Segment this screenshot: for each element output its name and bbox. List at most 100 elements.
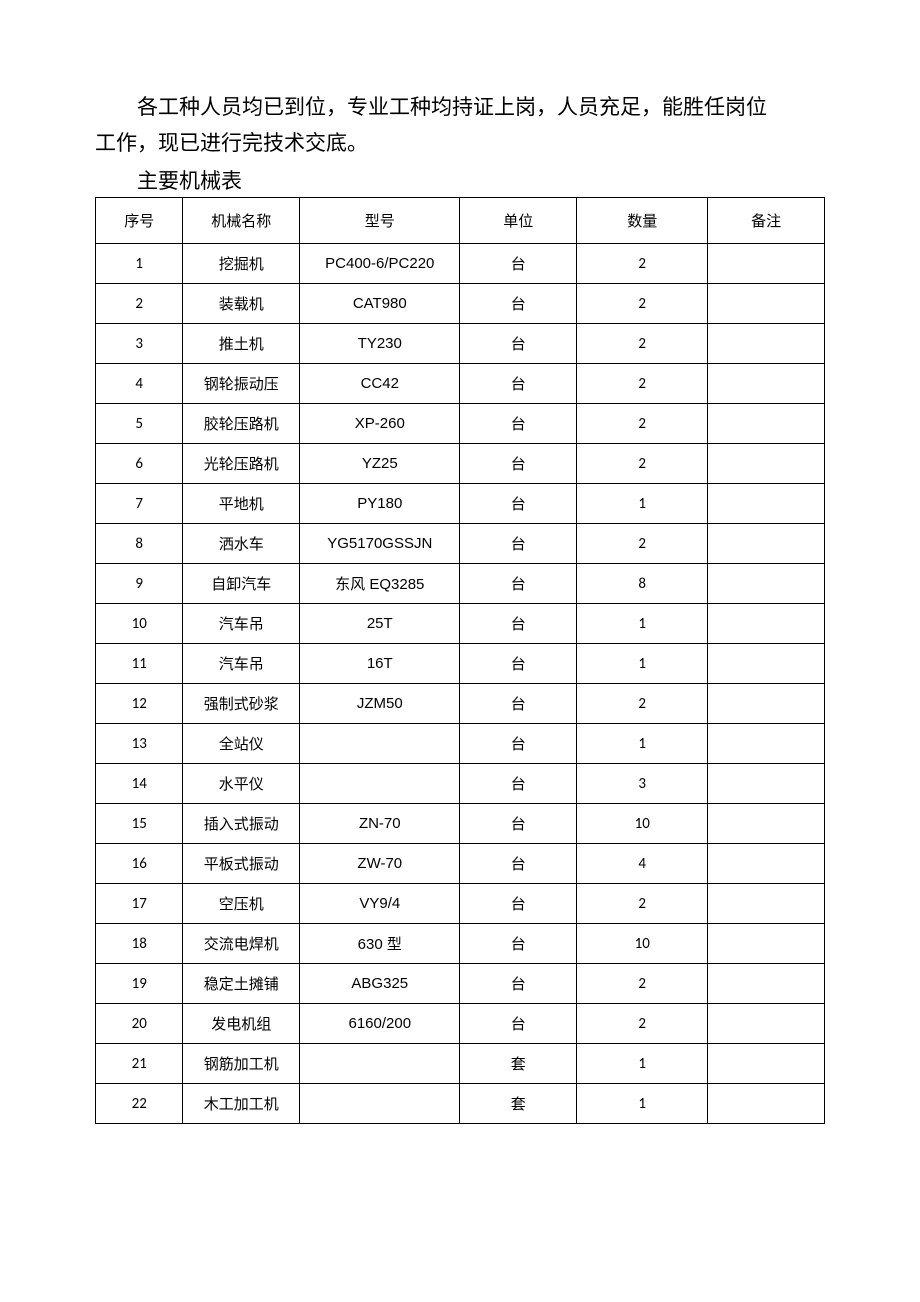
cell-qty: 2	[577, 884, 708, 924]
cell-seq: 21	[96, 1044, 183, 1084]
cell-note	[708, 724, 825, 764]
cell-qty: 10	[577, 804, 708, 844]
cell-unit: 台	[460, 724, 577, 764]
cell-unit: 台	[460, 644, 577, 684]
table-row: 11汽车吊16T台1	[96, 644, 825, 684]
machinery-table: 序号 机械名称 型号 单位 数量 备注 1挖掘机PC400-6/PC220台22…	[95, 197, 825, 1124]
cell-seq: 9	[96, 564, 183, 604]
cell-unit: 台	[460, 1004, 577, 1044]
cell-model: TY230	[300, 324, 460, 364]
table-row: 15插入式振动ZN-70台10	[96, 804, 825, 844]
cell-model: 630 型	[300, 924, 460, 964]
cell-qty: 1	[577, 1044, 708, 1084]
cell-qty: 2	[577, 444, 708, 484]
col-header-name: 机械名称	[183, 198, 300, 244]
cell-name: 装载机	[183, 284, 300, 324]
cell-model: 25T	[300, 604, 460, 644]
table-row: 13全站仪 台1	[96, 724, 825, 764]
cell-qty: 1	[577, 644, 708, 684]
cell-seq: 19	[96, 964, 183, 1004]
cell-model: CAT980	[300, 284, 460, 324]
cell-qty: 2	[577, 284, 708, 324]
cell-seq: 22	[96, 1084, 183, 1124]
cell-unit: 台	[460, 364, 577, 404]
cell-qty: 3	[577, 764, 708, 804]
cell-note	[708, 324, 825, 364]
cell-model: 6160/200	[300, 1004, 460, 1044]
cell-note	[708, 924, 825, 964]
cell-qty: 1	[577, 1084, 708, 1124]
cell-qty: 2	[577, 964, 708, 1004]
cell-seq: 6	[96, 444, 183, 484]
cell-qty: 2	[577, 1004, 708, 1044]
cell-model: ABG325	[300, 964, 460, 1004]
cell-name: 平地机	[183, 484, 300, 524]
cell-note	[708, 404, 825, 444]
cell-note	[708, 244, 825, 284]
cell-name: 交流电焊机	[183, 924, 300, 964]
cell-name: 稳定土摊铺	[183, 964, 300, 1004]
col-header-qty: 数量	[577, 198, 708, 244]
cell-qty: 2	[577, 684, 708, 724]
table-row: 8洒水车YG5170GSSJN台2	[96, 524, 825, 564]
cell-note	[708, 564, 825, 604]
cell-qty: 2	[577, 404, 708, 444]
cell-model: PY180	[300, 484, 460, 524]
cell-name: 平板式振动	[183, 844, 300, 884]
cell-model: YZ25	[300, 444, 460, 484]
cell-seq: 4	[96, 364, 183, 404]
cell-note	[708, 644, 825, 684]
cell-name: 木工加工机	[183, 1084, 300, 1124]
cell-name: 全站仪	[183, 724, 300, 764]
intro-line-1: 各工种人员均已到位，专业工种均持证上岗，人员充足，能胜任岗位	[95, 90, 825, 126]
cell-seq: 12	[96, 684, 183, 724]
cell-note	[708, 804, 825, 844]
cell-name: 插入式振动	[183, 804, 300, 844]
cell-unit: 台	[460, 484, 577, 524]
cell-unit: 台	[460, 404, 577, 444]
col-header-note: 备注	[708, 198, 825, 244]
cell-qty: 2	[577, 324, 708, 364]
cell-note	[708, 284, 825, 324]
cell-seq: 3	[96, 324, 183, 364]
table-row: 18交流电焊机630 型台10	[96, 924, 825, 964]
cell-name: 汽车吊	[183, 644, 300, 684]
cell-unit: 套	[460, 1084, 577, 1124]
cell-seq: 13	[96, 724, 183, 764]
cell-name: 胶轮压路机	[183, 404, 300, 444]
cell-unit: 台	[460, 684, 577, 724]
table-row: 7平地机PY180台1	[96, 484, 825, 524]
cell-unit: 台	[460, 524, 577, 564]
cell-name: 光轮压路机	[183, 444, 300, 484]
cell-note	[708, 444, 825, 484]
table-row: 2装载机CAT980台2	[96, 284, 825, 324]
cell-seq: 14	[96, 764, 183, 804]
cell-model	[300, 764, 460, 804]
cell-qty: 1	[577, 604, 708, 644]
col-header-model: 型号	[300, 198, 460, 244]
cell-unit: 套	[460, 1044, 577, 1084]
cell-seq: 7	[96, 484, 183, 524]
table-row: 3推土机TY230台2	[96, 324, 825, 364]
cell-note	[708, 1044, 825, 1084]
cell-unit: 台	[460, 964, 577, 1004]
cell-model: ZW-70	[300, 844, 460, 884]
cell-name: 钢轮振动压	[183, 364, 300, 404]
col-header-seq: 序号	[96, 198, 183, 244]
cell-note	[708, 884, 825, 924]
cell-model: VY9/4	[300, 884, 460, 924]
cell-note	[708, 604, 825, 644]
cell-name: 钢筋加工机	[183, 1044, 300, 1084]
cell-model: XP-260	[300, 404, 460, 444]
cell-name: 汽车吊	[183, 604, 300, 644]
cell-model: ZN-70	[300, 804, 460, 844]
table-body: 1挖掘机PC400-6/PC220台22装载机CAT980台23推土机TY230…	[96, 244, 825, 1124]
cell-qty: 1	[577, 724, 708, 764]
cell-seq: 2	[96, 284, 183, 324]
table-row: 16平板式振动ZW-70台4	[96, 844, 825, 884]
intro-line-2: 工作，现已进行完技术交底。	[95, 126, 825, 162]
cell-model: JZM50	[300, 684, 460, 724]
cell-note	[708, 844, 825, 884]
cell-seq: 18	[96, 924, 183, 964]
cell-unit: 台	[460, 844, 577, 884]
